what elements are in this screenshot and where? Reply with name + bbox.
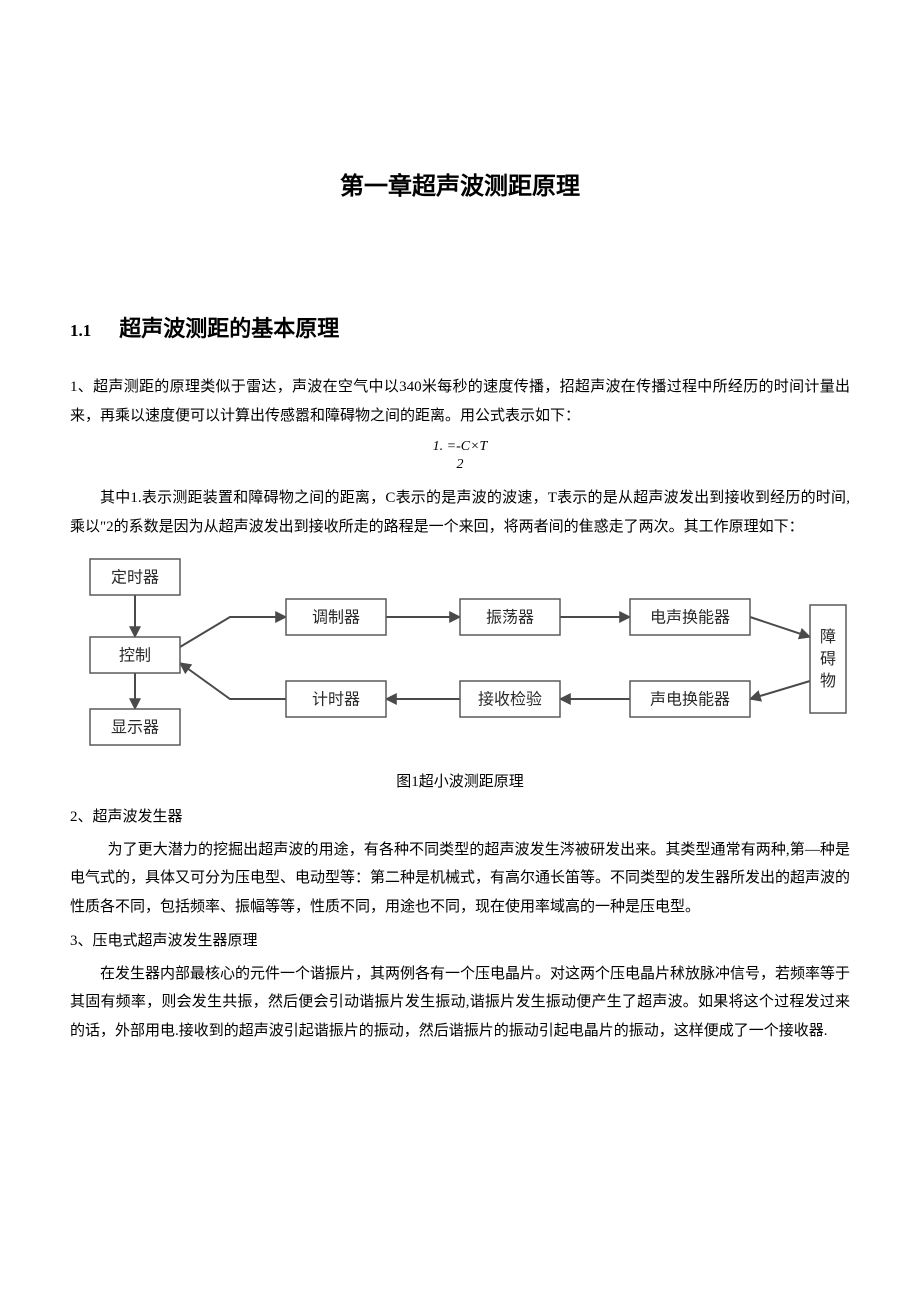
diagram-node-mod: 调制器 [286, 599, 386, 635]
document-page: 第一章超声波测距原理 1.1 超声波测距的基本原理 1、超声测距的原理类似于雷达，… [0, 0, 920, 1131]
svg-text:定时器: 定时器 [111, 569, 159, 587]
formula: 1. =-C×T 2 [70, 438, 850, 474]
diagram-edge [180, 617, 286, 647]
svg-text:显示器: 显示器 [111, 719, 159, 737]
svg-text:调制器: 调制器 [312, 609, 360, 627]
diagram-edge [750, 681, 810, 699]
diagram-edge [180, 663, 286, 699]
diagram-node-control: 控制 [90, 637, 180, 673]
diagram-caption: 图1超小波测距原理 [70, 770, 850, 791]
formula-line2: 2 [70, 456, 850, 474]
paragraph-1: 1、超声测距的原理类似于雷达，声波在空气中以340米每秒的速度传播，招超声波在传… [70, 373, 850, 430]
section-heading: 1.1 超声波测距的基本原理 [70, 311, 850, 343]
diagram-node-recv: 接收检验 [460, 681, 560, 717]
diagram-node-osc: 振荡器 [460, 599, 560, 635]
diagram-edge [750, 617, 810, 637]
chapter-title: 第一章超声波测距原理 [70, 166, 850, 201]
paragraph-4: 在发生器内部最核心的元件一个谐振片，其两例各有一个压电晶片。对这两个压电晶片秫放… [70, 960, 850, 1046]
svg-text:碍: 碍 [820, 651, 836, 668]
svg-text:电声换能器: 电声换能器 [650, 609, 730, 627]
paragraph-3: 为了更大潜力的挖掘出超声波的用途，有各种不同类型的超声波发生涔被研发出来。其类型… [70, 836, 850, 922]
svg-text:控制: 控制 [119, 647, 151, 665]
subheading-3: 3、压电式超声波发生器原理 [70, 927, 850, 956]
diagram-node-se: 声电换能器 [630, 681, 750, 717]
diagram-node-obstacle: 障碍物 [810, 605, 846, 713]
section-number: 1.1 [70, 321, 91, 341]
diagram-node-timer: 定时器 [90, 559, 180, 595]
diagram-svg: 定时器控制显示器 调制器 振荡器 电声换能器计时器 接收检验 声电换能器 障碍物 [70, 551, 850, 751]
svg-text:障: 障 [820, 628, 836, 646]
subheading-2: 2、超声波发生器 [70, 803, 850, 832]
section-title: 超声波测距的基本原理 [119, 316, 339, 341]
flow-diagram: 定时器控制显示器 调制器 振荡器 电声换能器计时器 接收检验 声电换能器 障碍物 [70, 551, 850, 756]
diagram-node-clock: 计时器 [286, 681, 386, 717]
svg-text:声电换能器: 声电换能器 [650, 691, 730, 709]
diagram-node-display: 显示器 [90, 709, 180, 745]
paragraph-2: 其中1.表示测距装置和障碍物之间的距离，C表示的是声波的波速，T表示的是从超声波… [70, 484, 850, 541]
svg-text:接收检验: 接收检验 [478, 691, 542, 709]
svg-text:振荡器: 振荡器 [486, 609, 534, 627]
svg-text:物: 物 [820, 672, 836, 690]
formula-line1: 1. =-C×T [70, 438, 850, 456]
svg-text:计时器: 计时器 [312, 691, 360, 709]
diagram-node-es: 电声换能器 [630, 599, 750, 635]
